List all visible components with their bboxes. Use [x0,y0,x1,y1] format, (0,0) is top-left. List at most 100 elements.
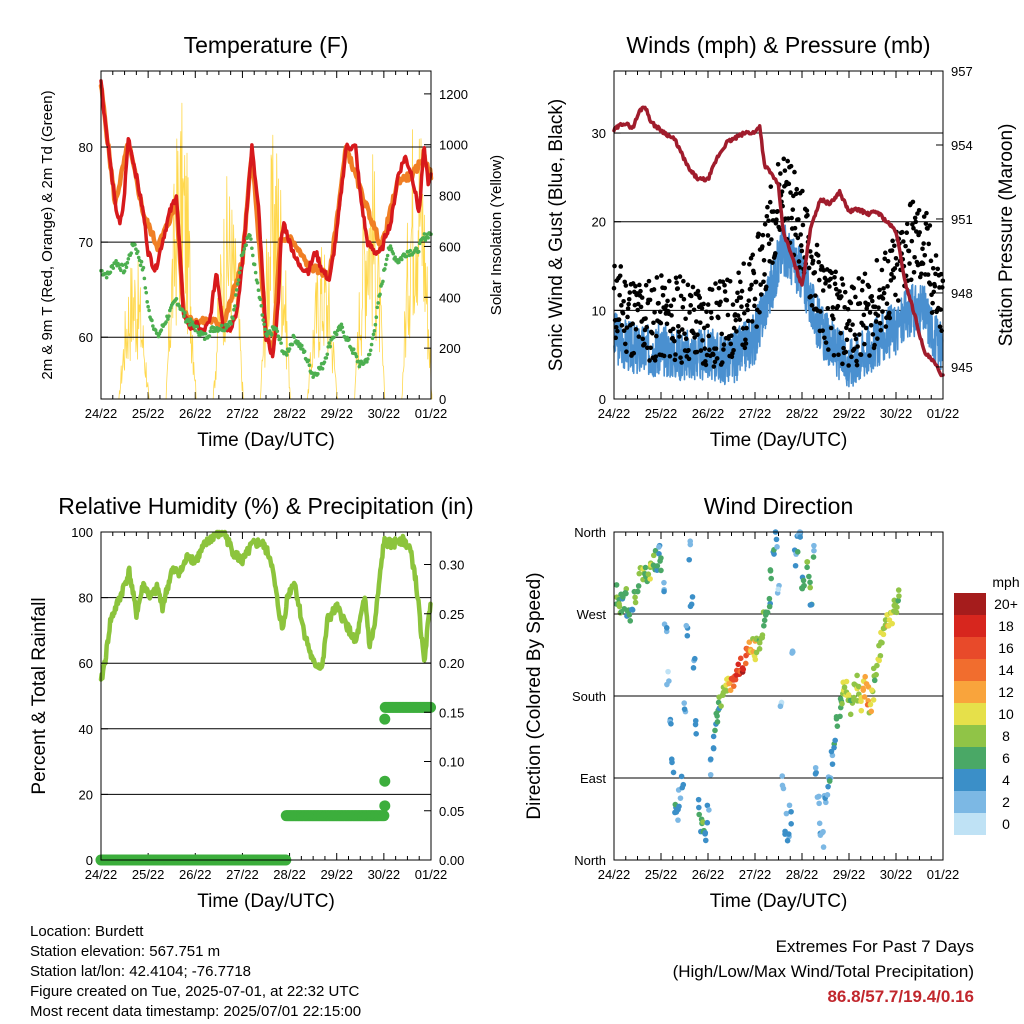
gust-dot [775,161,781,167]
direction-dot [665,668,671,675]
x-axis-label: Time (Day/UTC) [197,430,335,451]
gust-dot [638,304,644,310]
gust-dot [845,306,851,312]
y-right-tick-label: 0.20 [439,656,464,671]
dewpoint-dot [368,348,373,353]
gust-dot [868,322,874,328]
direction-dot [702,830,709,836]
gust-dot [674,280,679,285]
dewpoint-dot [193,328,198,333]
gust-dot [678,355,683,360]
dewpoint-dot [145,300,149,304]
dewpoint-dot [378,292,382,297]
dewpoint-dot [143,286,148,290]
direction-dot [876,657,882,664]
direction-dot [656,551,662,557]
temp-2m-line [99,79,433,359]
y-right-axis-label: Solar Insolation (Yellow) [488,155,505,315]
gust-dot [937,324,943,329]
gust-dot [688,293,694,299]
gust-dot [831,352,837,358]
dewpoint-dot [232,307,236,312]
dewpoint-dot [415,246,419,251]
y-tick-label: 0 [599,392,606,407]
gust-dot [713,346,719,351]
gust-dot [666,278,672,284]
dewpoint-dot [242,247,247,251]
gust-dot [690,284,696,290]
y-axis-label: 2m & 9m T (Red, Orange) & 2m Td (Green) [39,90,56,379]
dewpoint-dot [188,317,193,322]
gust-dot [687,310,692,315]
dewpoint-dot [258,297,263,302]
direction-dot [871,677,878,684]
gust-dot [786,181,792,187]
dewpoint-dot [208,329,213,334]
gust-dot [644,345,650,351]
gust-dot [860,279,866,284]
gust-dot [671,297,677,302]
gust-dot [719,331,725,337]
legend-swatch [954,791,986,813]
direction-dot [895,587,902,593]
dewpoint-dot [356,359,361,364]
y-tick-label: 30 [592,126,606,141]
gust-dot [765,233,771,238]
y-right-tick-label: 600 [439,239,461,254]
gust-dot [683,316,688,322]
x-tick-label: 29/22 [833,867,866,882]
gust-dot [885,284,890,289]
direction-dot [843,678,850,685]
gust-dot [714,356,720,361]
dewpoint-dot [195,324,199,329]
dewpoint-dot [114,258,118,263]
sonic-wind-line [613,224,944,388]
gust-dot [636,334,642,339]
gust-dot [866,284,872,289]
dewpoint-dot [231,316,235,321]
dewpoint-dot [393,255,397,259]
dewpoint-dot [328,344,332,349]
direction-dot [829,761,836,767]
gust-dot [647,358,652,363]
dewpoint-dot [292,335,297,339]
dewpoint-dot [287,347,292,351]
gust-dot [846,363,851,368]
gust-dot [831,316,836,322]
gust-dot [792,225,798,231]
legend-swatch [954,725,986,747]
gust-dot [656,300,661,306]
gust-dot [938,307,943,312]
x-tick-label: 01/22 [415,867,448,882]
y-tick-label: West [577,607,607,622]
gust-dot [838,330,844,336]
gust-dot [727,278,733,284]
dewpoint-dot [108,270,113,275]
dewpoint-dot [207,334,212,338]
gust-dot [798,232,803,237]
y-right-tick-label: 957 [951,64,973,79]
direction-dot [627,618,634,624]
gust-dot [635,307,640,313]
gust-dot [670,326,676,332]
direction-dot [696,804,702,811]
gust-dot [640,336,646,342]
precip-dot [379,713,391,725]
gust-dot [719,360,725,365]
x-tick-label: 29/22 [833,406,866,421]
y-right-tick-label: 0.30 [439,558,464,573]
gust-dot [613,324,619,330]
x-tick-label: 01/22 [927,406,960,421]
gust-dot [686,347,691,353]
gust-dot [870,298,875,304]
dewpoint-dot [307,363,312,368]
x-tick-label: 26/22 [692,406,725,421]
direction-dot [894,604,900,610]
gust-dot [893,292,898,298]
direction-dot [831,744,837,751]
gust-dot [703,362,709,368]
gust-dot [744,303,750,308]
direction-dot [820,844,827,850]
gust-dot [808,294,814,299]
